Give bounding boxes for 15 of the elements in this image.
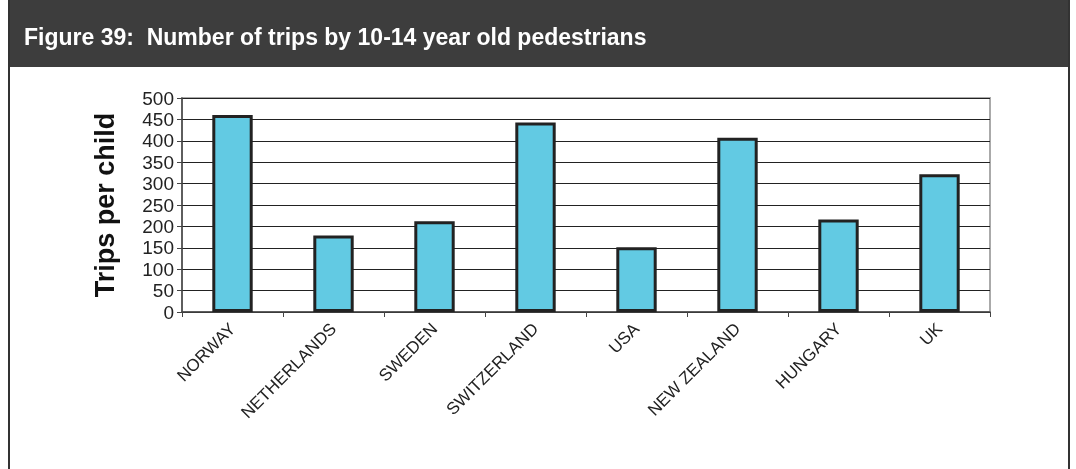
x-tick-label: UK xyxy=(916,318,947,350)
x-tick-label: USA xyxy=(605,318,644,358)
chart-title: Figure 39: Number of trips by 10-14 year old pedestrians xyxy=(10,0,1068,67)
y-tick-label: 100 xyxy=(142,258,174,280)
y-tick-label: 50 xyxy=(152,280,174,302)
y-tick-label: 300 xyxy=(142,173,174,195)
y-axis-title: Trips per child xyxy=(89,112,120,298)
y-tick-label: 500 xyxy=(142,87,174,109)
y-tick-label: 450 xyxy=(142,108,174,130)
y-tick-label: 400 xyxy=(142,130,174,152)
y-tick-label: 350 xyxy=(142,151,174,173)
y-tick-label: 250 xyxy=(142,194,174,216)
y-tick-label: 0 xyxy=(163,301,174,323)
y-tick-label: 150 xyxy=(142,237,174,259)
y-tick-label: 200 xyxy=(142,215,174,237)
